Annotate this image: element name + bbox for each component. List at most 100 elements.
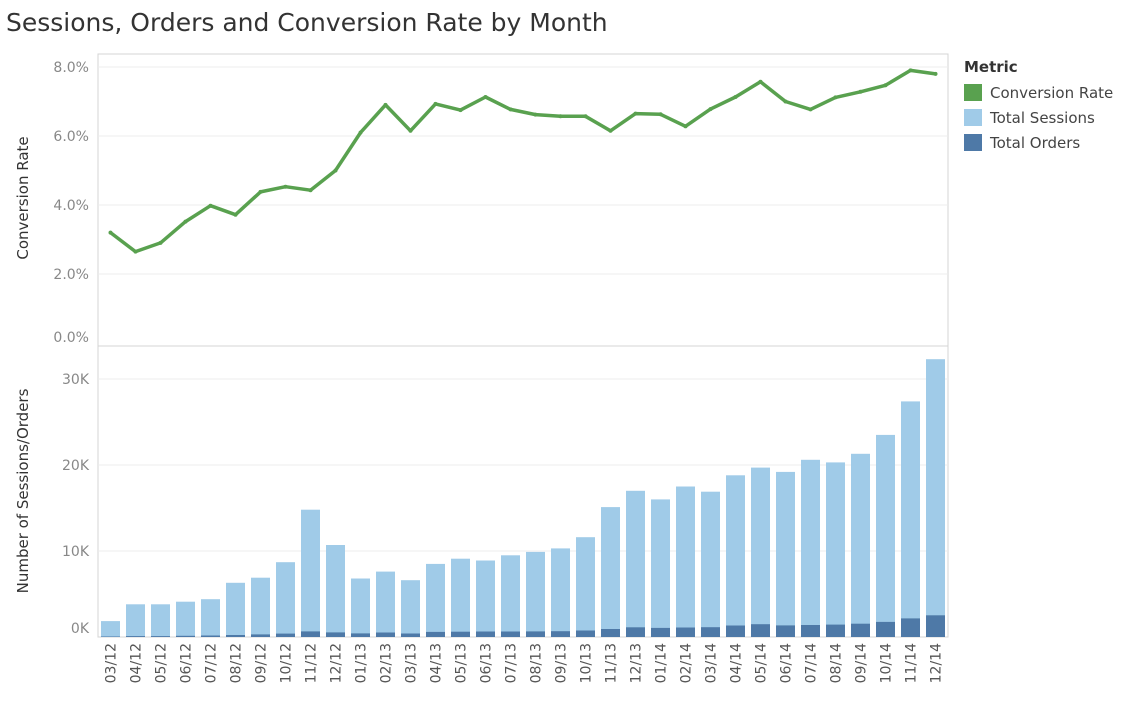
orders-bar[interactable] bbox=[501, 631, 520, 638]
conversion-rate-point[interactable] bbox=[658, 112, 663, 117]
sessions-bar[interactable] bbox=[226, 582, 245, 637]
conversion-rate-point[interactable] bbox=[683, 124, 688, 129]
sessions-bar[interactable] bbox=[401, 580, 420, 637]
orders-bar[interactable] bbox=[701, 627, 720, 637]
conversion-rate-point[interactable] bbox=[933, 71, 938, 76]
conversion-rate-point[interactable] bbox=[758, 79, 763, 84]
conversion-rate-line[interactable] bbox=[108, 68, 938, 254]
conversion-rate-point[interactable] bbox=[558, 114, 563, 119]
conversion-rate-point[interactable] bbox=[808, 107, 813, 112]
conversion-rate-point[interactable] bbox=[483, 95, 488, 99]
legend-item-conversion-rate[interactable]: Conversion Rate bbox=[964, 80, 1113, 105]
orders-bar[interactable] bbox=[326, 632, 345, 637]
orders-bar[interactable] bbox=[876, 621, 895, 637]
conversion-rate-point[interactable] bbox=[508, 107, 513, 112]
orders-bar[interactable] bbox=[276, 633, 295, 637]
orders-bar[interactable] bbox=[751, 624, 770, 637]
sessions-bar[interactable] bbox=[151, 604, 170, 637]
sessions-bar[interactable] bbox=[651, 499, 670, 637]
conversion-rate-point[interactable] bbox=[358, 130, 363, 135]
orders-bar[interactable] bbox=[826, 624, 845, 637]
conversion-rate-point[interactable] bbox=[708, 107, 713, 112]
conversion-rate-point[interactable] bbox=[108, 230, 113, 235]
sessions-bar[interactable] bbox=[901, 401, 920, 637]
sessions-bar[interactable] bbox=[551, 548, 570, 637]
sessions-bar[interactable] bbox=[326, 545, 345, 637]
conversion-rate-point[interactable] bbox=[908, 68, 913, 73]
conversion-rate-point[interactable] bbox=[383, 102, 388, 107]
orders-bar[interactable] bbox=[726, 625, 745, 638]
sessions-bar[interactable] bbox=[576, 537, 595, 637]
orders-bar[interactable] bbox=[176, 635, 195, 637]
sessions-bar[interactable] bbox=[251, 577, 270, 637]
conversion-rate-point[interactable] bbox=[858, 89, 863, 94]
orders-bar[interactable] bbox=[376, 632, 395, 638]
sessions-bar[interactable] bbox=[776, 471, 795, 637]
sessions-bar[interactable] bbox=[676, 486, 695, 638]
sessions-bar[interactable] bbox=[501, 555, 520, 637]
orders-bar[interactable] bbox=[151, 636, 170, 637]
orders-bar[interactable] bbox=[801, 625, 820, 637]
orders-bar[interactable] bbox=[651, 627, 670, 637]
orders-bar[interactable] bbox=[576, 630, 595, 638]
sessions-bar[interactable] bbox=[101, 621, 120, 637]
sessions-bar[interactable] bbox=[626, 490, 645, 637]
sessions-bar[interactable] bbox=[351, 578, 370, 638]
sessions-bar[interactable] bbox=[801, 459, 820, 637]
sessions-bar[interactable] bbox=[201, 599, 220, 637]
conversion-rate-point[interactable] bbox=[533, 112, 538, 117]
conversion-rate-point[interactable] bbox=[208, 203, 213, 208]
orders-bar[interactable] bbox=[476, 631, 495, 638]
orders-bar[interactable] bbox=[401, 633, 420, 638]
sessions-bar[interactable] bbox=[526, 551, 545, 637]
sessions-bar[interactable] bbox=[851, 453, 870, 637]
orders-bar[interactable] bbox=[201, 635, 220, 638]
conversion-rate-point[interactable] bbox=[283, 184, 288, 189]
sessions-bar[interactable] bbox=[426, 563, 445, 637]
orders-bar[interactable] bbox=[351, 633, 370, 637]
orders-bar[interactable] bbox=[226, 635, 245, 637]
conversion-rate-point[interactable] bbox=[183, 219, 188, 224]
orders-bar[interactable] bbox=[526, 631, 545, 637]
conversion-rate-point[interactable] bbox=[433, 101, 438, 106]
conversion-rate-point[interactable] bbox=[408, 128, 413, 133]
sessions-bar[interactable] bbox=[726, 475, 745, 637]
orders-bar[interactable] bbox=[901, 618, 920, 637]
sessions-bar[interactable] bbox=[301, 509, 320, 637]
conversion-rate-point[interactable] bbox=[233, 212, 238, 217]
conversion-rate-point[interactable] bbox=[608, 128, 613, 133]
sessions-bar[interactable] bbox=[601, 507, 620, 637]
legend-item-total-sessions[interactable]: Total Sessions bbox=[964, 105, 1113, 130]
orders-bar[interactable] bbox=[101, 636, 120, 638]
orders-bar[interactable] bbox=[251, 634, 270, 637]
conversion-rate-point[interactable] bbox=[583, 114, 588, 119]
sessions-bar[interactable] bbox=[876, 434, 895, 637]
sessions-bar[interactable] bbox=[276, 562, 295, 637]
orders-bar[interactable] bbox=[301, 631, 320, 637]
sessions-bar[interactable] bbox=[826, 462, 845, 637]
sessions-bar[interactable] bbox=[701, 491, 720, 637]
orders-bar[interactable] bbox=[601, 629, 620, 637]
orders-bar[interactable] bbox=[126, 636, 145, 637]
sessions-bar[interactable] bbox=[751, 467, 770, 637]
conversion-rate-point[interactable] bbox=[333, 168, 338, 173]
conversion-rate-point[interactable] bbox=[133, 249, 138, 254]
orders-bar[interactable] bbox=[551, 631, 570, 637]
conversion-rate-point[interactable] bbox=[633, 111, 638, 116]
conversion-rate-point[interactable] bbox=[458, 108, 463, 113]
orders-bar[interactable] bbox=[451, 631, 470, 637]
sessions-bar[interactable] bbox=[476, 560, 495, 638]
conversion-rate-point[interactable] bbox=[158, 240, 163, 245]
conversion-rate-point[interactable] bbox=[308, 188, 313, 193]
orders-bar[interactable] bbox=[626, 627, 645, 637]
conversion-rate-point[interactable] bbox=[258, 189, 263, 194]
orders-bar[interactable] bbox=[676, 627, 695, 638]
conversion-rate-point[interactable] bbox=[733, 95, 738, 99]
conversion-rate-point[interactable] bbox=[783, 99, 788, 104]
sessions-bar[interactable] bbox=[926, 359, 945, 637]
conversion-rate-point[interactable] bbox=[833, 95, 838, 100]
orders-bar[interactable] bbox=[776, 625, 795, 637]
orders-bar[interactable] bbox=[926, 615, 945, 637]
orders-bar[interactable] bbox=[851, 623, 870, 637]
sessions-bar[interactable] bbox=[451, 558, 470, 637]
